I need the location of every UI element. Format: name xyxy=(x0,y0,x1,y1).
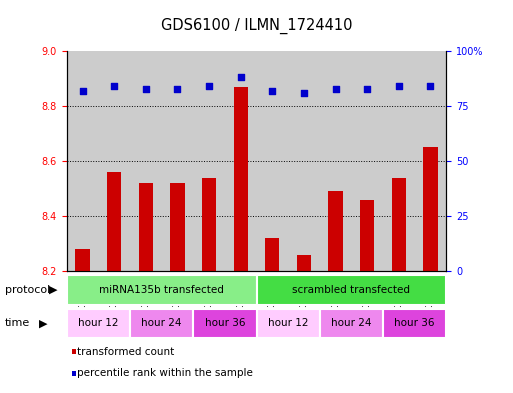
Text: time: time xyxy=(5,318,30,328)
Bar xyxy=(328,191,343,271)
Point xyxy=(173,85,182,92)
Bar xyxy=(423,147,438,271)
Bar xyxy=(130,51,162,271)
Bar xyxy=(67,51,98,271)
Bar xyxy=(202,178,216,271)
Text: percentile rank within the sample: percentile rank within the sample xyxy=(77,368,253,378)
Text: miRNA135b transfected: miRNA135b transfected xyxy=(99,285,224,295)
Bar xyxy=(360,200,374,271)
Bar xyxy=(107,172,121,271)
Bar xyxy=(193,309,256,338)
Bar xyxy=(351,51,383,271)
Text: ▶: ▶ xyxy=(38,318,47,328)
Point xyxy=(331,85,340,92)
Bar xyxy=(67,275,256,305)
Bar xyxy=(256,51,288,271)
Bar xyxy=(139,183,153,271)
Bar xyxy=(233,87,248,271)
Bar xyxy=(320,309,383,338)
Bar xyxy=(170,183,185,271)
Point xyxy=(110,83,118,90)
Text: GDS6100 / ILMN_1724410: GDS6100 / ILMN_1724410 xyxy=(161,18,352,34)
Bar xyxy=(162,51,193,271)
Text: hour 24: hour 24 xyxy=(331,318,371,328)
Point xyxy=(78,88,87,94)
Bar xyxy=(256,275,446,305)
Text: protocol: protocol xyxy=(5,285,50,295)
Bar xyxy=(415,51,446,271)
Text: hour 24: hour 24 xyxy=(142,318,182,328)
Point xyxy=(363,85,371,92)
Bar xyxy=(288,51,320,271)
Point xyxy=(426,83,435,90)
Bar xyxy=(392,178,406,271)
Point xyxy=(394,83,403,90)
Bar xyxy=(383,51,415,271)
Bar xyxy=(256,309,320,338)
Bar xyxy=(297,255,311,271)
Bar xyxy=(265,238,280,271)
Point xyxy=(236,74,245,81)
Bar xyxy=(98,51,130,271)
Text: hour 36: hour 36 xyxy=(205,318,245,328)
Bar xyxy=(320,51,351,271)
Bar xyxy=(383,309,446,338)
Bar xyxy=(67,309,130,338)
Text: ▶: ▶ xyxy=(49,285,57,295)
Text: transformed count: transformed count xyxy=(77,347,175,357)
Text: hour 12: hour 12 xyxy=(268,318,308,328)
Point xyxy=(205,83,213,90)
Bar xyxy=(225,51,256,271)
Bar xyxy=(130,309,193,338)
Bar xyxy=(75,249,90,271)
Point xyxy=(300,90,308,96)
Point xyxy=(142,85,150,92)
Text: hour 12: hour 12 xyxy=(78,318,119,328)
Text: hour 36: hour 36 xyxy=(394,318,435,328)
Bar xyxy=(193,51,225,271)
Text: scrambled transfected: scrambled transfected xyxy=(292,285,410,295)
Point xyxy=(268,88,277,94)
